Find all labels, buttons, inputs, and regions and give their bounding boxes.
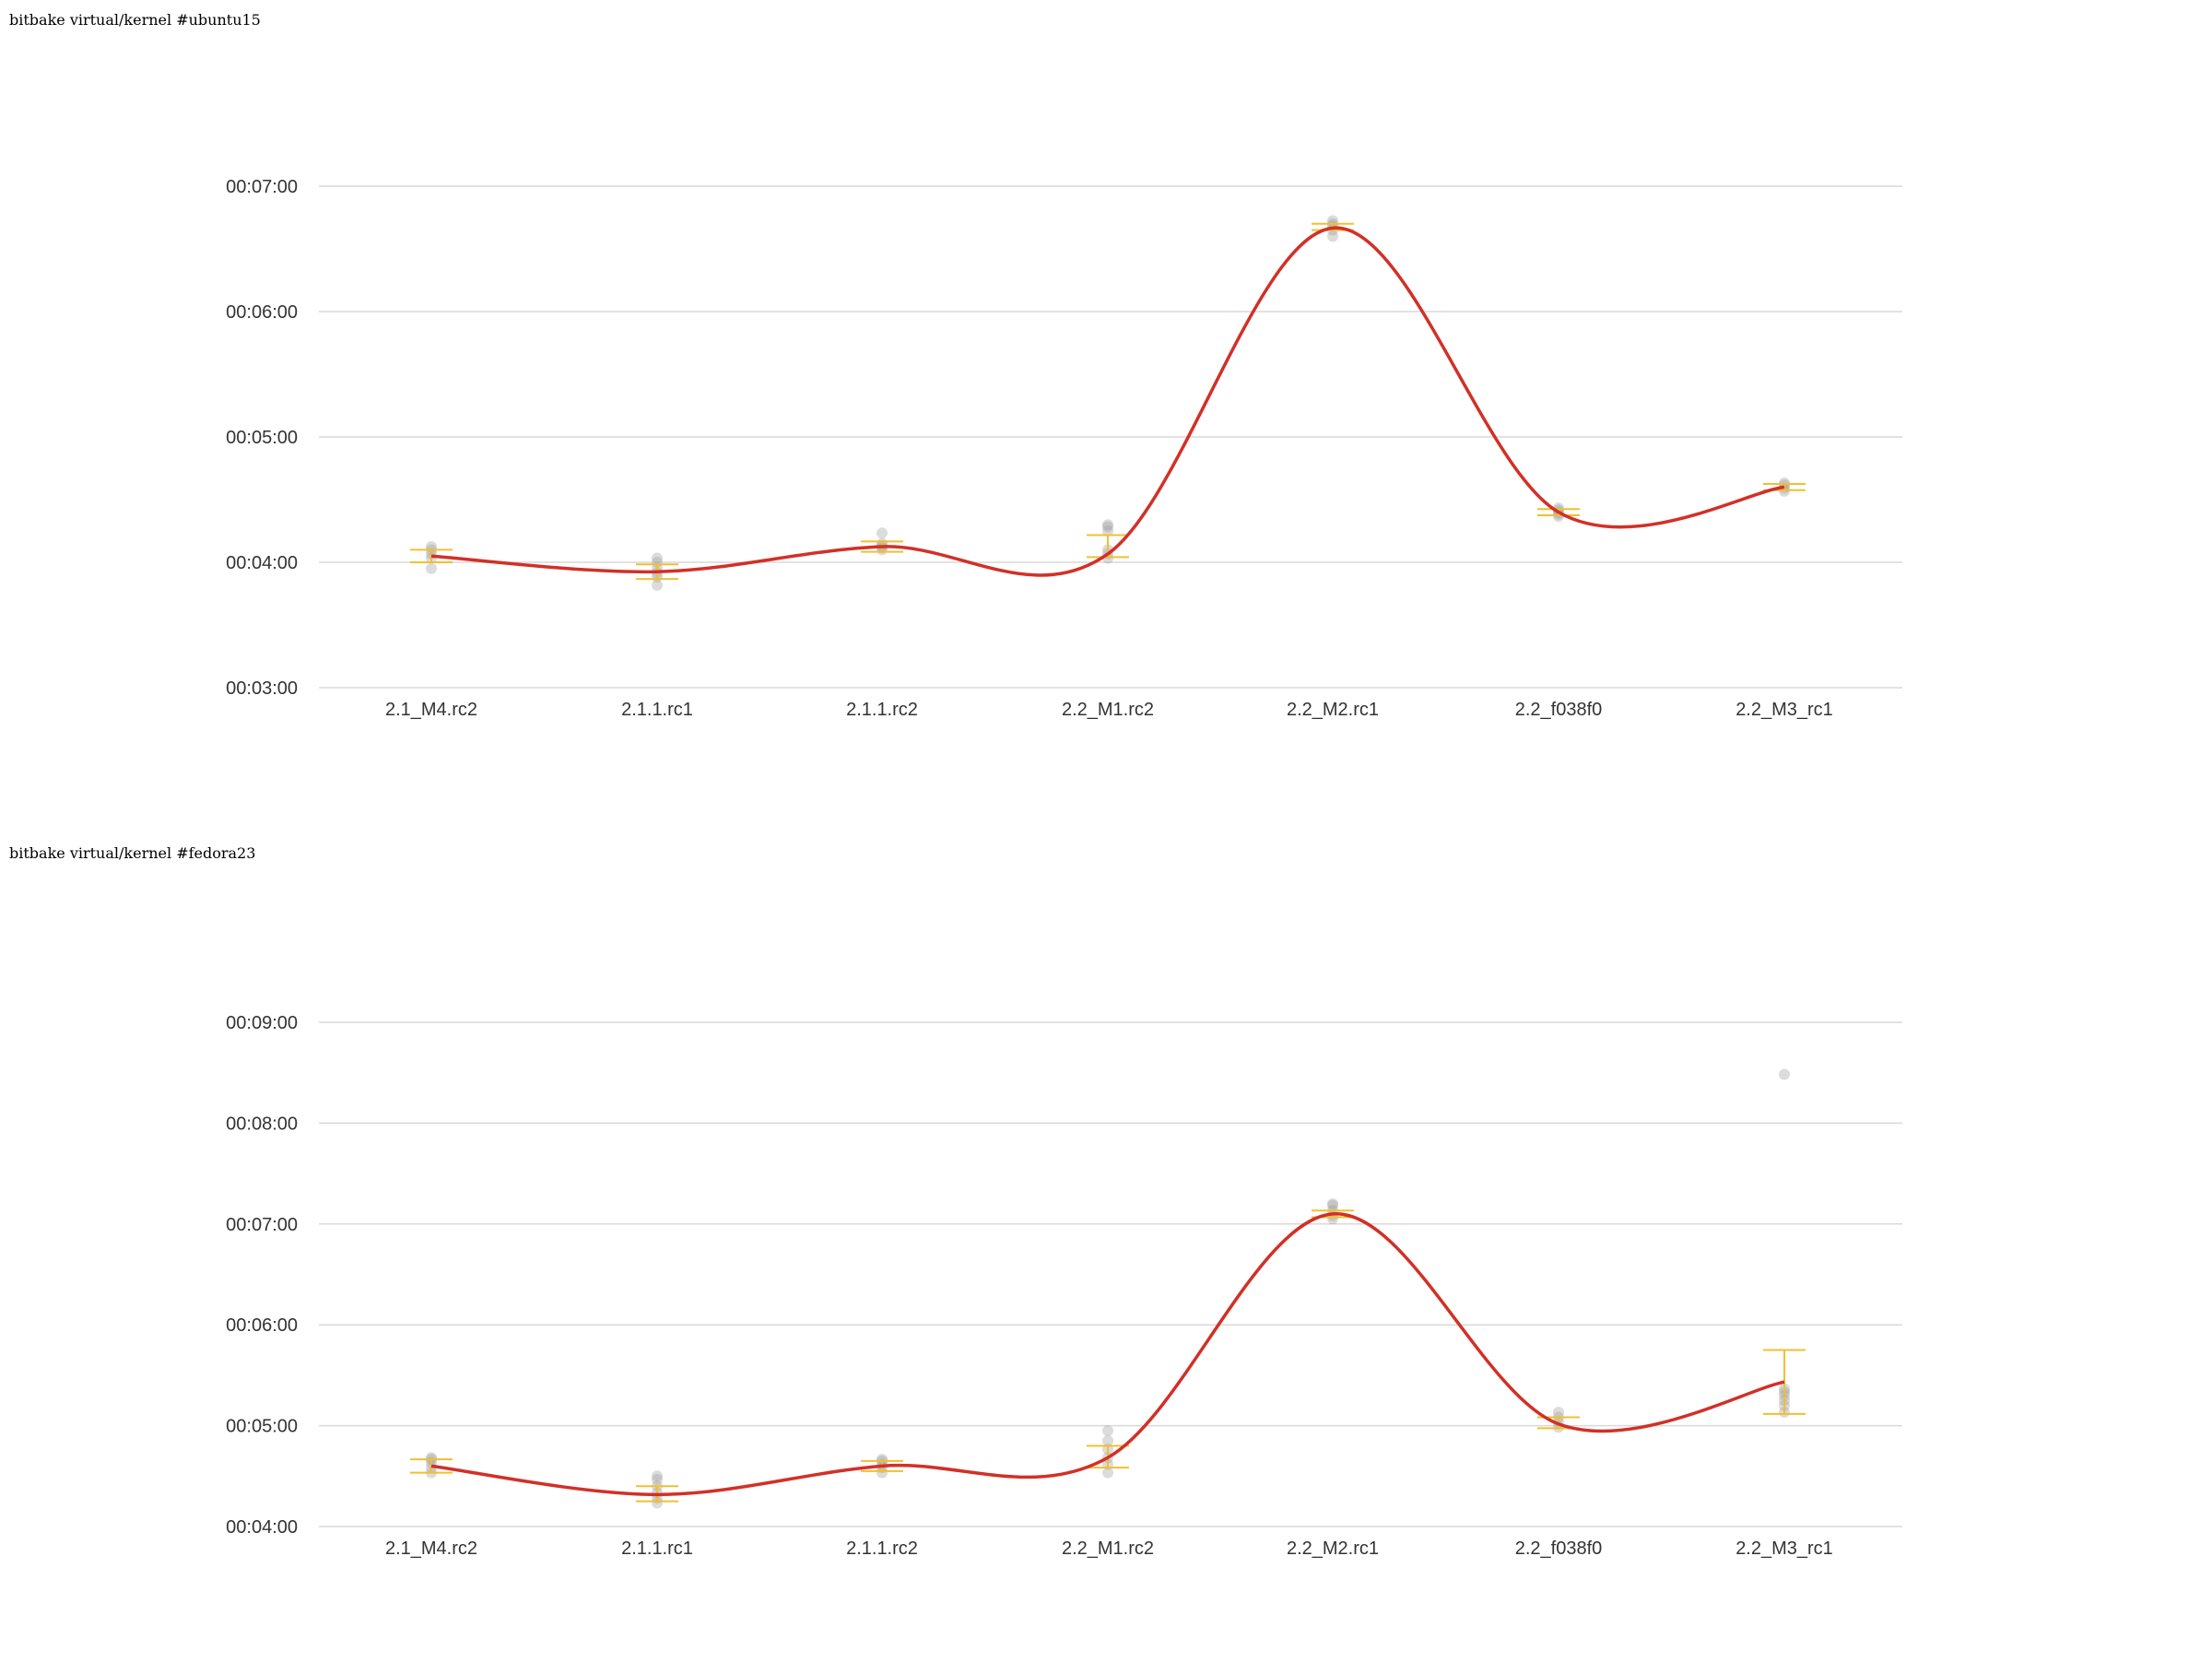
sample-point — [1553, 1407, 1564, 1419]
x-tick-label: 2.2_M2.rc1 — [1287, 1538, 1379, 1559]
chart-fedora23: bitbake virtual/kernel #fedora23 00:04:0… — [0, 844, 2212, 1656]
y-tick-label: 00:07:00 — [226, 1215, 298, 1235]
chart-plot: 00:03:00 00:04:00 00:05:00 00:06:00 00:07:00… — [226, 177, 1902, 720]
sample-point — [1327, 1213, 1338, 1225]
sample-point — [1102, 525, 1113, 536]
sample-point — [1327, 230, 1338, 242]
y-tick-label: 00:07:00 — [226, 177, 298, 197]
sample-point — [1102, 1435, 1113, 1447]
sample-point — [652, 1497, 663, 1509]
sample-point — [652, 1470, 663, 1482]
sample-point — [1102, 519, 1113, 531]
y-tick-label: 00:03:00 — [226, 678, 298, 699]
sample-point — [877, 1454, 888, 1466]
y-tick-label: 00:06:00 — [226, 302, 298, 323]
series-line — [430, 226, 1785, 577]
chart-title: bitbake virtual/kernel #fedora23 — [9, 844, 256, 862]
sample-point — [652, 1473, 663, 1485]
sample-point — [877, 527, 888, 539]
sample-point — [1102, 1467, 1113, 1479]
x-tick-label: 2.2_M2.rc1 — [1287, 700, 1379, 720]
x-tick-label: 2.1.1.rc1 — [621, 700, 693, 720]
x-tick-label: 2.1.1.rc2 — [846, 1538, 918, 1559]
y-tick-label: 00:05:00 — [226, 1417, 298, 1437]
sample-point — [1102, 521, 1113, 533]
y-tick-label: 00:04:00 — [226, 1517, 298, 1538]
sample-point — [1779, 477, 1790, 489]
x-tick-label: 2.2_f038f0 — [1515, 1538, 1603, 1559]
sample-point — [426, 562, 437, 574]
sample-point — [1102, 1425, 1113, 1437]
sample-point — [652, 552, 663, 564]
x-tick-label: 2.1.1.rc2 — [846, 700, 918, 720]
sample-point — [1327, 1197, 1338, 1209]
y-tick-label: 00:05:00 — [226, 428, 298, 448]
sample-point — [652, 579, 663, 591]
sample-point — [1327, 1199, 1338, 1211]
x-tick-label: 2.1.1.rc1 — [621, 1538, 693, 1559]
x-tick-label: 2.1_M4.rc2 — [385, 1538, 477, 1559]
chart-ubuntu15: bitbake virtual/kernel #ubuntu15 00:03:0… — [0, 11, 2212, 822]
x-tick-label: 2.2_M1.rc2 — [1062, 1538, 1154, 1559]
chart-title: bitbake virtual/kernel #ubuntu15 — [9, 11, 261, 29]
sample-point — [1779, 1068, 1790, 1080]
x-tick-label: 2.2_M3_rc1 — [1735, 700, 1833, 720]
x-tick-label: 2.2_f038f0 — [1515, 700, 1603, 720]
y-tick-label: 00:06:00 — [226, 1315, 298, 1336]
y-tick-label: 00:09:00 — [226, 1013, 298, 1033]
sample-point — [877, 1467, 888, 1479]
x-tick-label: 2.2_M3_rc1 — [1735, 1538, 1833, 1559]
x-tick-label: 2.1_M4.rc2 — [385, 700, 477, 720]
x-tick-label: 2.2_M1.rc2 — [1062, 700, 1154, 720]
series-line — [430, 1212, 1785, 1497]
chart-plot: 00:04:00 00:05:00 00:06:00 00:07:00 00:08:00… — [226, 1013, 1902, 1559]
sample-point — [426, 1452, 437, 1464]
y-tick-label: 00:08:00 — [226, 1114, 298, 1134]
y-tick-label: 00:04:00 — [226, 553, 298, 573]
